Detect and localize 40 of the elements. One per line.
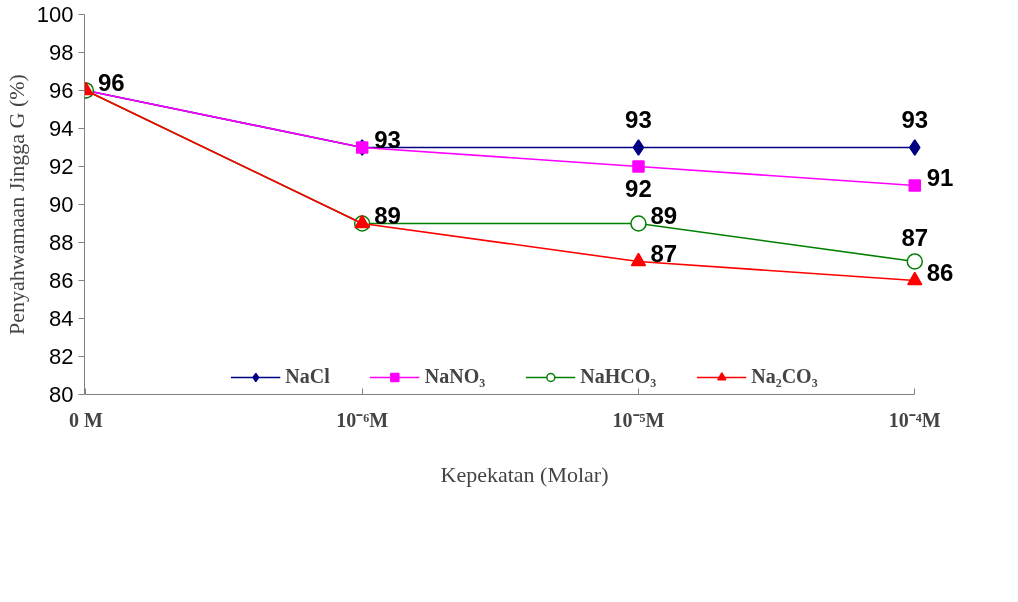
y-tick-label: 82 bbox=[49, 344, 74, 369]
data-label: 92 bbox=[625, 175, 652, 202]
y-tick-label: 92 bbox=[49, 154, 74, 179]
y-tick-label: 84 bbox=[49, 306, 74, 331]
data-label: 93 bbox=[625, 106, 652, 133]
data-label: 93 bbox=[901, 106, 929, 133]
data-label: 93 bbox=[374, 126, 401, 153]
x-tick-label: 10⁻⁶M bbox=[336, 408, 389, 431]
data-label: 91 bbox=[926, 164, 954, 191]
data-label: 96 bbox=[97, 69, 125, 96]
point bbox=[908, 179, 922, 192]
y-tick-label: 90 bbox=[49, 192, 74, 217]
point bbox=[907, 271, 923, 286]
y-tick-label: 94 bbox=[49, 116, 74, 141]
data-label: 89 bbox=[650, 202, 678, 229]
data-label: 87 bbox=[901, 224, 929, 251]
data-label: 89 bbox=[374, 202, 401, 229]
point bbox=[632, 160, 645, 173]
y-tick-label: 96 bbox=[49, 78, 74, 103]
y-tick-label: 100 bbox=[36, 2, 74, 27]
y-tick-label: 86 bbox=[49, 268, 74, 293]
data-label: 86 bbox=[926, 259, 954, 286]
x-axis-title: Kepekatan (Molar) bbox=[440, 461, 609, 487]
data-label: 87 bbox=[650, 240, 678, 267]
y-tick-label: 88 bbox=[49, 230, 74, 255]
y-tick-label: 80 bbox=[49, 382, 74, 407]
point bbox=[630, 252, 647, 267]
legend-label: NaCl bbox=[285, 365, 330, 388]
y-tick-label: 98 bbox=[49, 40, 74, 65]
legend-label: NaHCO₃ bbox=[580, 365, 657, 388]
point bbox=[909, 139, 921, 156]
y-axis-title: Penyahwamaan Jingga G (%) bbox=[3, 74, 29, 335]
point bbox=[906, 253, 924, 270]
x-tick-label: 10⁻⁵M bbox=[612, 408, 665, 431]
legend-label: NaNO₃ bbox=[424, 365, 486, 388]
x-tick-label: 10⁻⁴M bbox=[888, 408, 941, 431]
legend-label: Na₂CO₃ bbox=[751, 365, 818, 388]
x-tick-label: 0 M bbox=[68, 408, 103, 431]
point bbox=[630, 215, 647, 232]
point bbox=[632, 139, 645, 156]
